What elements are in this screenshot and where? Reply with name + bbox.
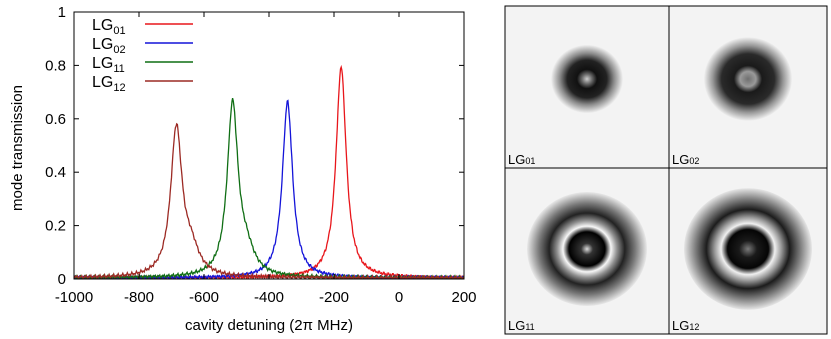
plot-frame <box>73 11 465 280</box>
x-tick-label: -400 <box>254 289 284 306</box>
x-tick-label: -200 <box>319 289 349 306</box>
axis-ticks: -1000 -800 -600 -400 -200 0 200 0 0.2 0.4 0.6 0.8 1 <box>45 4 476 306</box>
beam-profile <box>684 188 812 310</box>
x-tick-label: -600 <box>189 289 219 306</box>
legend-label: LG12 <box>92 74 126 94</box>
y-tick-label: 1 <box>58 4 66 21</box>
series-layer <box>74 64 464 279</box>
image-label: LG12 <box>672 318 699 333</box>
y-tick-label: 0.4 <box>45 164 66 181</box>
image-label: LG02 <box>672 152 699 167</box>
x-tick-label: -1000 <box>55 289 93 306</box>
mode-image-lg02: LG02 <box>668 5 828 169</box>
transmission-chart: -1000 -800 -600 -400 -200 0 20000.20.40.60.81 … <box>9 4 477 334</box>
mode-image-lg11: LG11 <box>504 167 670 335</box>
y-axis-label: mode transmission <box>9 85 26 211</box>
series-line-lg02 <box>74 99 464 279</box>
x-tick-label: 200 <box>451 289 476 306</box>
beam-profile <box>527 192 647 306</box>
series-line-lg12 <box>74 122 464 279</box>
image-label: LG01 <box>508 152 535 167</box>
beam-profile <box>704 37 792 121</box>
y-tick-label: 0.8 <box>45 57 66 74</box>
legend-label: LG01 <box>92 17 126 37</box>
mode-image-lg12: LG12 <box>668 167 828 335</box>
image-label: LG11 <box>508 318 535 333</box>
beam-profile <box>551 44 623 114</box>
y-tick-label: 0.2 <box>45 218 66 235</box>
x-tick-label: -800 <box>124 289 154 306</box>
mode-image-grid: LG01 LG02 LG11 LG12 <box>504 5 828 335</box>
y-tick-label: 0 <box>58 271 66 288</box>
series-line-lg11 <box>74 97 464 279</box>
y-tick-label: 0.6 <box>45 111 66 128</box>
image-frame <box>668 167 828 335</box>
x-axis-label: cavity detuning (2π MHz) <box>185 317 353 334</box>
series-line-lg01 <box>74 64 464 279</box>
x-tick-label: 0 <box>395 289 403 306</box>
legend-label: LG02 <box>92 36 126 56</box>
legend-label: LG11 <box>92 55 125 75</box>
mode-image-lg01: LG01 <box>504 5 670 169</box>
